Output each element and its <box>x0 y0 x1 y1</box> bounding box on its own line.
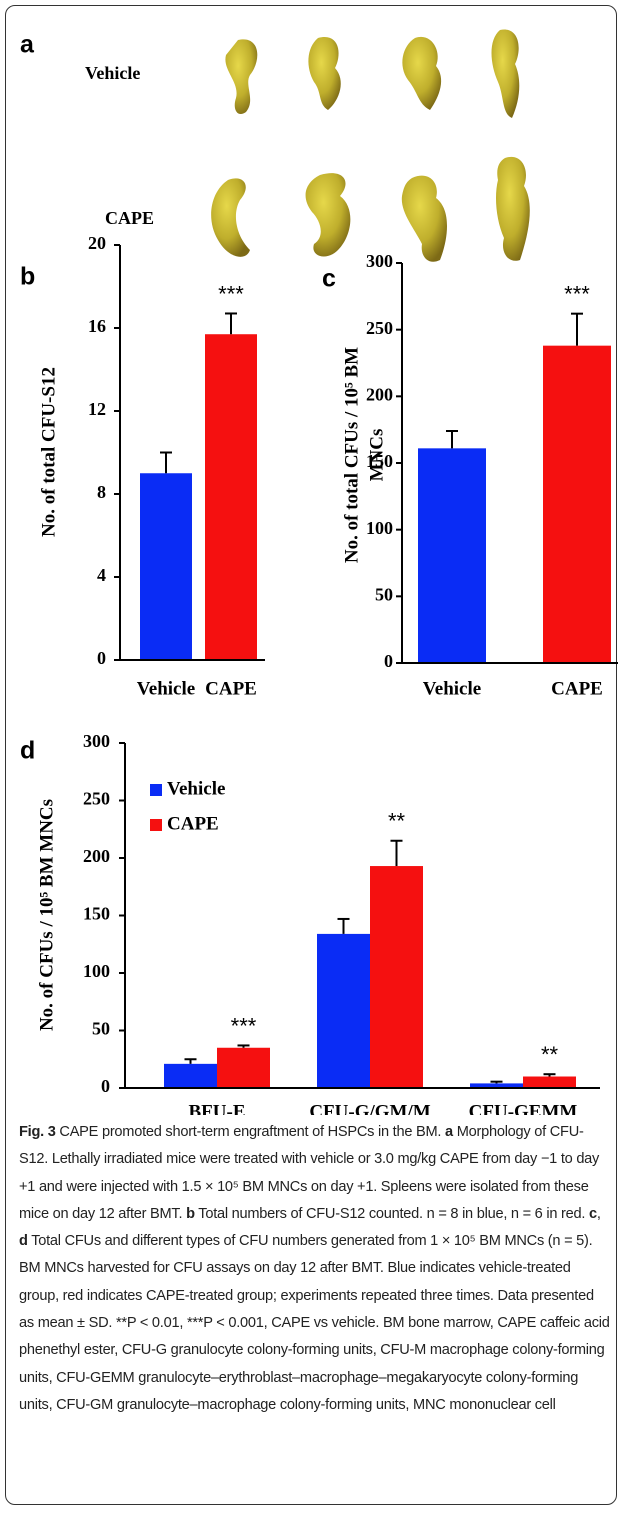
y-tick-label: 50 <box>92 1019 110 1039</box>
y-tick-label: 300 <box>83 731 110 751</box>
x-tick-label: BFU-E <box>189 1101 246 1115</box>
legend-label: Vehicle <box>167 778 225 799</box>
y-tick-label: 8 <box>97 482 106 502</box>
y-axis-label: No. of total CFUs / 10⁵ BM <box>341 347 362 563</box>
row-label: Vehicle <box>85 63 140 83</box>
caption-text: Total CFUs and different types of CFU nu… <box>19 1233 610 1413</box>
y-axis-label: No. of CFUs / 10⁵ BM MNCs <box>36 799 57 1031</box>
y-tick-label: 200 <box>83 846 110 866</box>
x-tick-label: CAPE <box>205 678 257 699</box>
caption-bold: Fig. 3 <box>19 1124 56 1140</box>
caption-bold: b <box>186 1205 195 1222</box>
significance-label: ** <box>541 1042 559 1067</box>
caption-bold: d <box>19 1233 28 1250</box>
caption-bold: a <box>445 1124 453 1140</box>
y-tick-label: 12 <box>88 399 106 419</box>
y-tick-label: 100 <box>83 961 110 981</box>
y-tick-label: 150 <box>83 904 110 924</box>
y-tick-label: 0 <box>101 1076 110 1096</box>
y-tick-label: 4 <box>97 565 106 585</box>
bar <box>370 866 423 1088</box>
y-axis-label: No. of total CFU-S12 <box>38 367 59 537</box>
y-tick-label: 50 <box>375 584 393 604</box>
legend-label: CAPE <box>167 813 219 834</box>
bar <box>140 473 192 660</box>
y-tick-label: 16 <box>88 316 106 336</box>
y-tick-label: 100 <box>366 518 393 538</box>
caption-text: Morphology of CFU-S12. Lethally irradiat… <box>19 1124 600 1222</box>
y-tick-label: 150 <box>366 451 393 471</box>
significance-label: *** <box>564 281 590 306</box>
caption-text: , <box>596 1205 601 1222</box>
figure-caption: Fig. 3 CAPE promoted short-term engraftm… <box>19 1119 611 1419</box>
legend-swatch <box>150 819 162 831</box>
row-label: CAPE <box>105 208 154 228</box>
y-tick-label: 200 <box>366 384 393 404</box>
panel-letter: d <box>20 737 35 765</box>
bar <box>164 1063 217 1088</box>
bar <box>317 933 370 1088</box>
x-tick-label: CFU-G/GM/M <box>309 1101 430 1115</box>
significance-label: ** <box>388 809 406 834</box>
bar <box>418 448 486 663</box>
bar <box>543 345 611 663</box>
significance-label: *** <box>231 1013 257 1038</box>
y-tick-label: 0 <box>97 648 106 668</box>
y-tick-label: 250 <box>83 789 110 809</box>
y-tick-label: 250 <box>366 318 393 338</box>
x-tick-label: CAPE <box>551 678 603 699</box>
y-axis-label: MNCs <box>366 429 387 482</box>
figure-frame <box>5 5 617 1505</box>
caption-text: Total numbers of CFU-S12 counted. n = 8 … <box>194 1205 589 1222</box>
caption-text: CAPE promoted short-term engraftment of … <box>55 1124 446 1140</box>
panel-letter: c <box>322 265 336 293</box>
figure: a Vehicle CAPE b No. of total CFU-S12 0 4 8 1… <box>20 29 618 1115</box>
x-tick-label: Vehicle <box>137 678 195 699</box>
bar <box>523 1076 576 1088</box>
bar <box>470 1083 523 1088</box>
legend-swatch <box>150 784 162 796</box>
bar <box>217 1047 270 1088</box>
y-tick-label: 300 <box>366 251 393 271</box>
panel-letter: b <box>20 263 35 291</box>
x-tick-label: CFU-GEMM <box>469 1101 578 1115</box>
caption-bold: c <box>588 1205 597 1222</box>
spleen-photos <box>211 29 530 262</box>
significance-label: *** <box>218 281 244 306</box>
y-tick-label: 20 <box>88 233 106 253</box>
y-tick-label: 0 <box>384 651 393 671</box>
x-tick-label: Vehicle <box>423 678 481 699</box>
panel-letter: a <box>20 31 35 59</box>
bar <box>205 334 257 660</box>
